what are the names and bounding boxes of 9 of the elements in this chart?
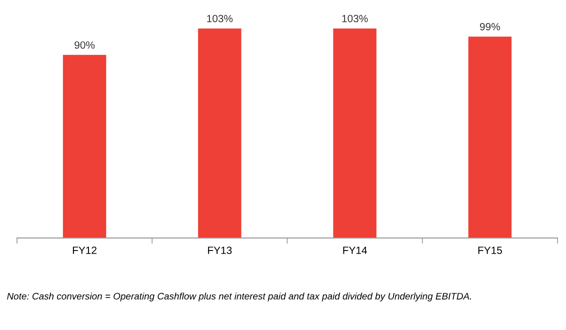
x-tick-label: FY15 bbox=[478, 246, 502, 254]
data-label: 99% bbox=[480, 23, 500, 30]
text: Note: Cash conversion = Operating Cashflow plus net interest paid and tax paid divided by Underlying EBITDA. bbox=[7, 292, 472, 302]
data-label: 103% bbox=[342, 14, 368, 22]
x-tick-label: FY14 bbox=[343, 246, 367, 254]
x-tick-label: FY12 bbox=[72, 246, 96, 254]
data-label: 90% bbox=[74, 41, 95, 49]
data-label: 103% bbox=[207, 14, 233, 22]
x-tick-label: FY13 bbox=[208, 246, 232, 254]
